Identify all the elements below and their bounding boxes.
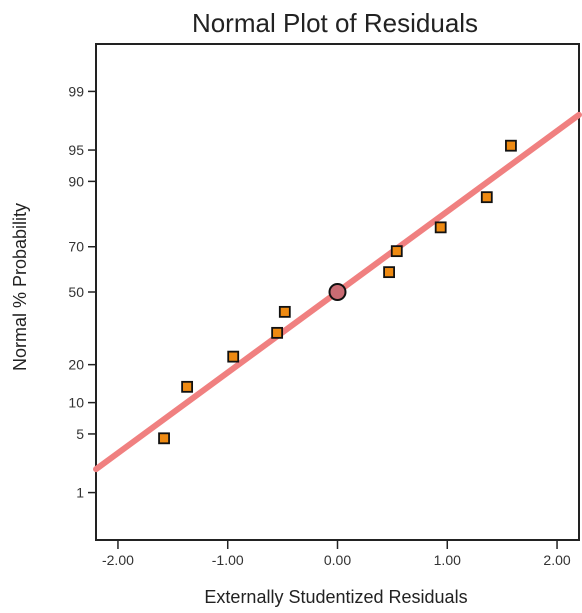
y-tick-label: 1 — [76, 485, 84, 501]
residual-point — [390, 245, 403, 258]
y-tick-label: 70 — [68, 239, 84, 255]
y-tick-label: 90 — [68, 173, 84, 189]
x-tick-label: 2.00 — [543, 552, 570, 568]
x-tick-label: -1.00 — [212, 552, 244, 568]
y-axis-ticks: 1 5 10 20 50 70 90 95 99 — [68, 83, 96, 501]
residual-point — [480, 191, 493, 204]
x-axis-label: Externally Studentized Residuals — [204, 587, 467, 607]
data-points-layer — [158, 139, 517, 445]
residual-point — [227, 350, 240, 363]
y-tick-label: 99 — [68, 83, 84, 99]
chart-title: Normal Plot of Residuals — [192, 8, 478, 38]
residual-point — [505, 139, 517, 152]
x-tick-label: 1.00 — [434, 552, 461, 568]
y-tick-label: 95 — [68, 142, 84, 158]
y-tick-label: 50 — [68, 284, 84, 300]
x-axis-ticks: -2.00 -1.00 0.00 1.00 2.00 — [102, 540, 571, 568]
y-tick-label: 10 — [68, 395, 84, 411]
x-tick-label: 0.00 — [324, 552, 351, 568]
residual-point — [181, 380, 194, 393]
residual-point — [271, 326, 284, 339]
residual-point — [434, 221, 447, 234]
y-tick-label: 20 — [68, 357, 84, 373]
x-tick-label: -2.00 — [102, 552, 134, 568]
residual-point — [383, 266, 395, 279]
y-tick-label: 5 — [76, 426, 84, 442]
residual-point — [158, 432, 170, 445]
center-residual-point — [328, 283, 347, 301]
residual-point — [278, 305, 291, 318]
y-axis-label: Normal % Probability — [10, 203, 30, 371]
